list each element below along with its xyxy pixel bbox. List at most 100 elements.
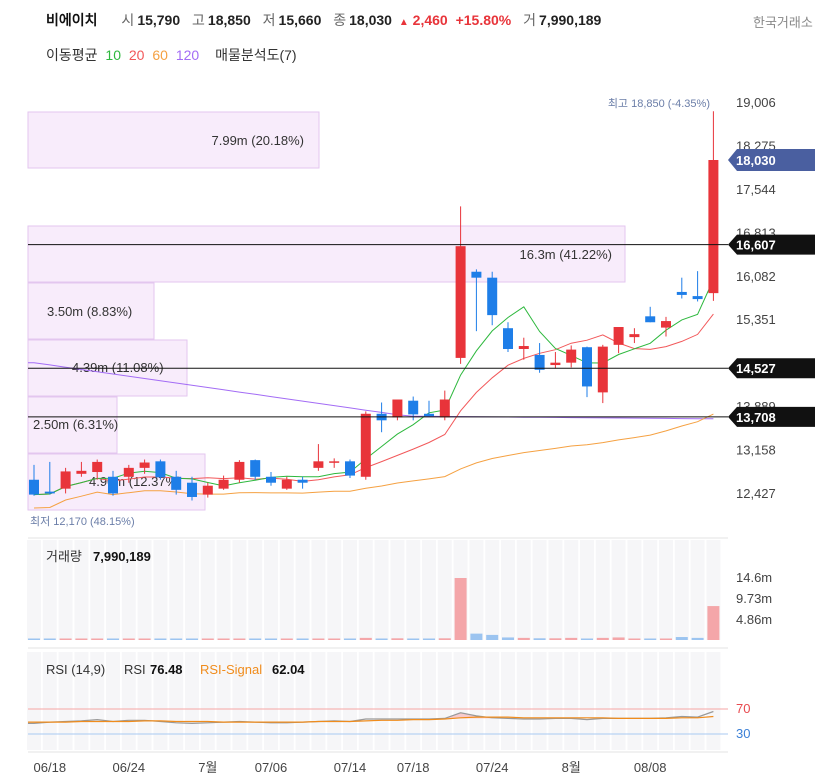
high-label: 고	[192, 12, 205, 28]
rsi-column-bg	[406, 652, 421, 750]
candle-body	[692, 296, 703, 300]
rsi-column-bg	[659, 652, 673, 750]
volume-bars	[28, 578, 720, 640]
volume-bar	[59, 638, 72, 640]
volume-column-bg	[42, 540, 57, 640]
rsi-column-bg	[453, 652, 468, 750]
vertical-gridlines	[27, 540, 721, 750]
candle-body	[676, 291, 687, 295]
volume-profile-label[interactable]: 매물분석도(7)	[215, 47, 297, 63]
volume-column-bg	[485, 540, 500, 640]
volume-profile-label: 3.50m (8.83%)	[47, 304, 132, 319]
volume-column-bg	[327, 540, 342, 640]
rsi-column-bg	[643, 652, 658, 750]
ma10-label[interactable]: 10	[105, 47, 121, 63]
volume-column-bg	[674, 540, 689, 640]
ma-label[interactable]: 이동평균	[46, 47, 98, 63]
candle-body	[582, 347, 592, 387]
volume-profile-label: 2.50m (6.31%)	[33, 417, 118, 432]
rsi-column-bg	[264, 652, 278, 750]
volume-bar	[186, 638, 198, 640]
candle-body	[171, 476, 182, 490]
date-tick: 06/18	[34, 760, 67, 775]
candle-body	[408, 400, 419, 415]
candle-body	[60, 471, 71, 489]
close-value: 18,030	[349, 12, 392, 28]
exchange-name: 한국거래소	[753, 15, 813, 30]
volume-bar	[28, 638, 40, 640]
high-value: 18,850	[207, 12, 251, 28]
volume-profile-label: 4.90m (12.37%)	[89, 474, 182, 489]
volume-column-bg	[532, 540, 547, 640]
candle-body	[281, 479, 292, 489]
price-lines: 16,607 14,527 13,708 18,030	[28, 149, 815, 427]
ma120-label[interactable]: 120	[175, 47, 200, 63]
volume-column-bg	[390, 540, 405, 640]
rsi-column-bg	[58, 652, 73, 750]
rsi-column-bg	[248, 652, 263, 750]
volume-column-bg	[216, 540, 231, 640]
date-tick: 08/08	[634, 760, 667, 775]
ma60-label[interactable]: 60	[152, 47, 168, 63]
candle-body	[597, 346, 608, 393]
candle-body	[550, 362, 561, 366]
volume-column-bg	[659, 540, 673, 640]
candle-body	[29, 479, 39, 495]
price-tick: 19,006	[736, 95, 776, 110]
low-label: 저	[262, 12, 276, 28]
volume-tick: 14.6m	[736, 570, 772, 585]
volume-tick: 9.73m	[736, 591, 772, 606]
volume-bar	[328, 638, 341, 640]
volume-bar	[407, 638, 420, 640]
rsi-column-bg	[422, 652, 436, 750]
volume-column-bg	[627, 540, 642, 640]
volume-bar	[691, 637, 704, 640]
volume-profile-bar	[27, 111, 320, 169]
candle-body	[455, 246, 466, 358]
volume-column-bg	[437, 540, 452, 640]
volume-bar	[91, 638, 104, 640]
volume-column-bg	[406, 540, 421, 640]
price-line-tag	[728, 234, 815, 255]
price-tick: 12,427	[736, 486, 776, 501]
volume-column-bg	[422, 540, 436, 640]
candle-body	[92, 461, 103, 473]
candle-body	[218, 479, 229, 489]
stock-name[interactable]: 비에이치	[46, 12, 98, 28]
volume-current: 7,990,189	[93, 549, 151, 564]
close-label: 종	[333, 12, 347, 28]
ma20-label[interactable]: 20	[128, 47, 145, 63]
volume-column-bg	[137, 540, 152, 640]
rsi-column-bg	[374, 652, 389, 750]
candle-body	[123, 467, 134, 477]
ma60-line	[33, 413, 714, 509]
volume-bar	[233, 638, 246, 640]
volume-bar	[359, 637, 372, 640]
volume-bar	[138, 638, 151, 640]
volume-profile-label: 16.3m (41.22%)	[520, 247, 613, 262]
open-label: 시	[121, 12, 135, 28]
volume-column-bg	[106, 540, 120, 640]
candle-body	[645, 316, 656, 323]
up-triangle-icon: ▲	[398, 17, 409, 28]
candle-body	[155, 461, 166, 478]
ma20-line	[33, 313, 714, 496]
volume-bar	[660, 638, 672, 640]
candle-body	[566, 349, 577, 363]
candle-body	[360, 413, 371, 477]
rsi-column-bg	[580, 652, 594, 750]
candle-body	[108, 476, 118, 494]
rsi-column-bg	[153, 652, 168, 750]
volume-value: 7,990,189	[539, 12, 602, 28]
volume-bar	[43, 638, 56, 640]
date-tick: 07/24	[476, 760, 509, 775]
rsi-column-bg	[485, 652, 500, 750]
candle-body	[329, 461, 340, 463]
volume-bar	[122, 638, 135, 640]
rsi-column-bg	[358, 652, 373, 750]
volume-bar	[265, 638, 277, 640]
current-price-tag	[728, 149, 815, 172]
candle-body	[708, 160, 719, 294]
volume-profile-label: 7.99m (20.18%)	[212, 133, 305, 148]
